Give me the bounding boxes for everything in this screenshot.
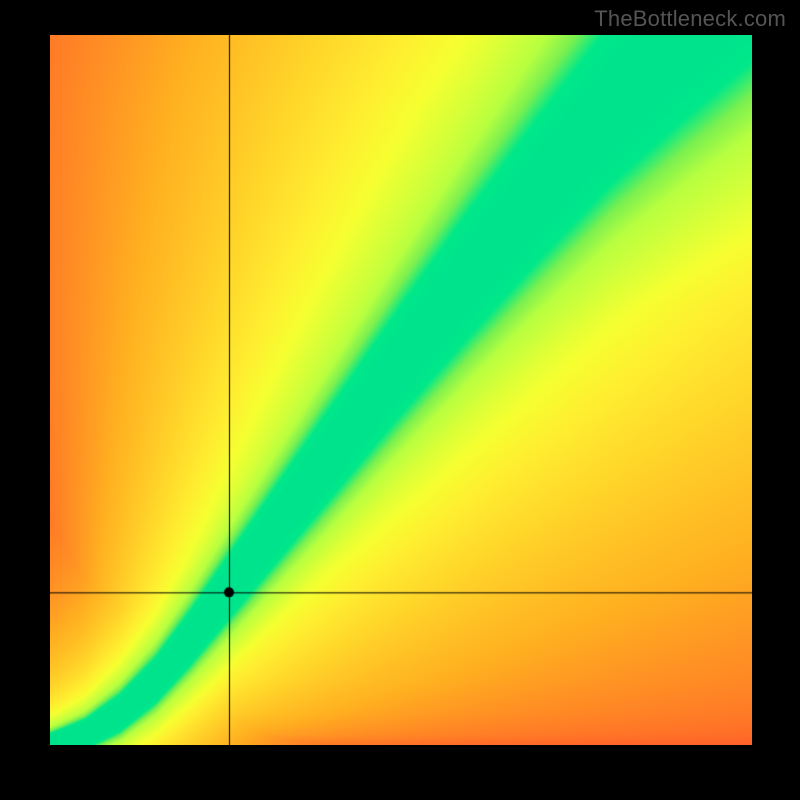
heatmap-plot: [50, 35, 752, 745]
heatmap-canvas: [50, 35, 752, 745]
watermark-text: TheBottleneck.com: [594, 6, 786, 32]
